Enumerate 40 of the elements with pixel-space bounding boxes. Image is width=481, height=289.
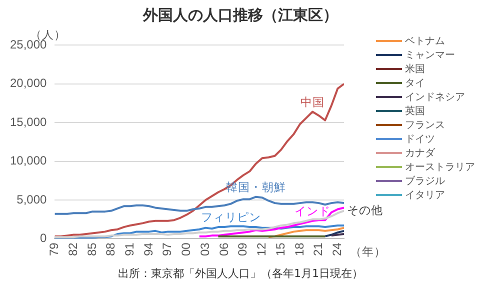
legend-label: タイ [405, 77, 425, 90]
x-tick-label: 03 [198, 242, 212, 256]
legend-label: フランス [405, 119, 445, 132]
y-tick-label: 5,000 [16, 192, 48, 206]
annotation: 中国 [300, 94, 325, 109]
legend-label: ブラジル [405, 174, 445, 188]
x-tick-label: 91 [122, 242, 136, 256]
x-axis-title: （年） [350, 244, 386, 258]
legend-label: イタリア [405, 189, 445, 202]
y-tick-label: 10,000 [10, 154, 48, 168]
legend-label: 米国 [405, 62, 425, 76]
y-tick-label: 15,000 [10, 114, 48, 129]
x-tick-label: 85 [84, 242, 99, 256]
annotation: インド [294, 204, 331, 218]
x-tick-label: 94 [141, 242, 156, 256]
chart-title: 外国人の人口推移（江東区） [142, 6, 339, 25]
annotation: その他 [347, 202, 383, 217]
x-tick-label: 88 [104, 242, 118, 256]
y-tick-label: 20,000 [10, 76, 48, 90]
x-tick-label: 09 [236, 242, 250, 256]
x-tick-label: 21 [311, 242, 326, 256]
x-tick-label: 00 [179, 242, 194, 256]
legend-label: ドイツ [405, 133, 435, 146]
legend-label: カナダ [405, 147, 435, 160]
x-tick-label: 82 [66, 242, 80, 256]
x-tick-label: 12 [254, 242, 269, 256]
legend-label: 英国 [405, 104, 425, 118]
x-tick-label: 06 [216, 242, 231, 256]
legend-label: オーストラリア [405, 161, 475, 174]
legend-label: ミャンマー [405, 49, 455, 62]
legend-label: ベトナム [405, 35, 445, 48]
x-tick-label: 15 [273, 242, 288, 256]
annotation: フィリピン [200, 210, 261, 224]
x-tick-label: 79 [47, 242, 62, 256]
text: 出所：東京都「外国人人口」（各年1月1日現在） [117, 266, 364, 281]
x-tick-label: 18 [292, 242, 306, 256]
x-tick-label: 97 [160, 242, 174, 256]
legend-label: インドネシア [405, 91, 465, 104]
y-tick-label: 0 [40, 230, 48, 245]
x-tick-label: 24 [330, 242, 344, 256]
